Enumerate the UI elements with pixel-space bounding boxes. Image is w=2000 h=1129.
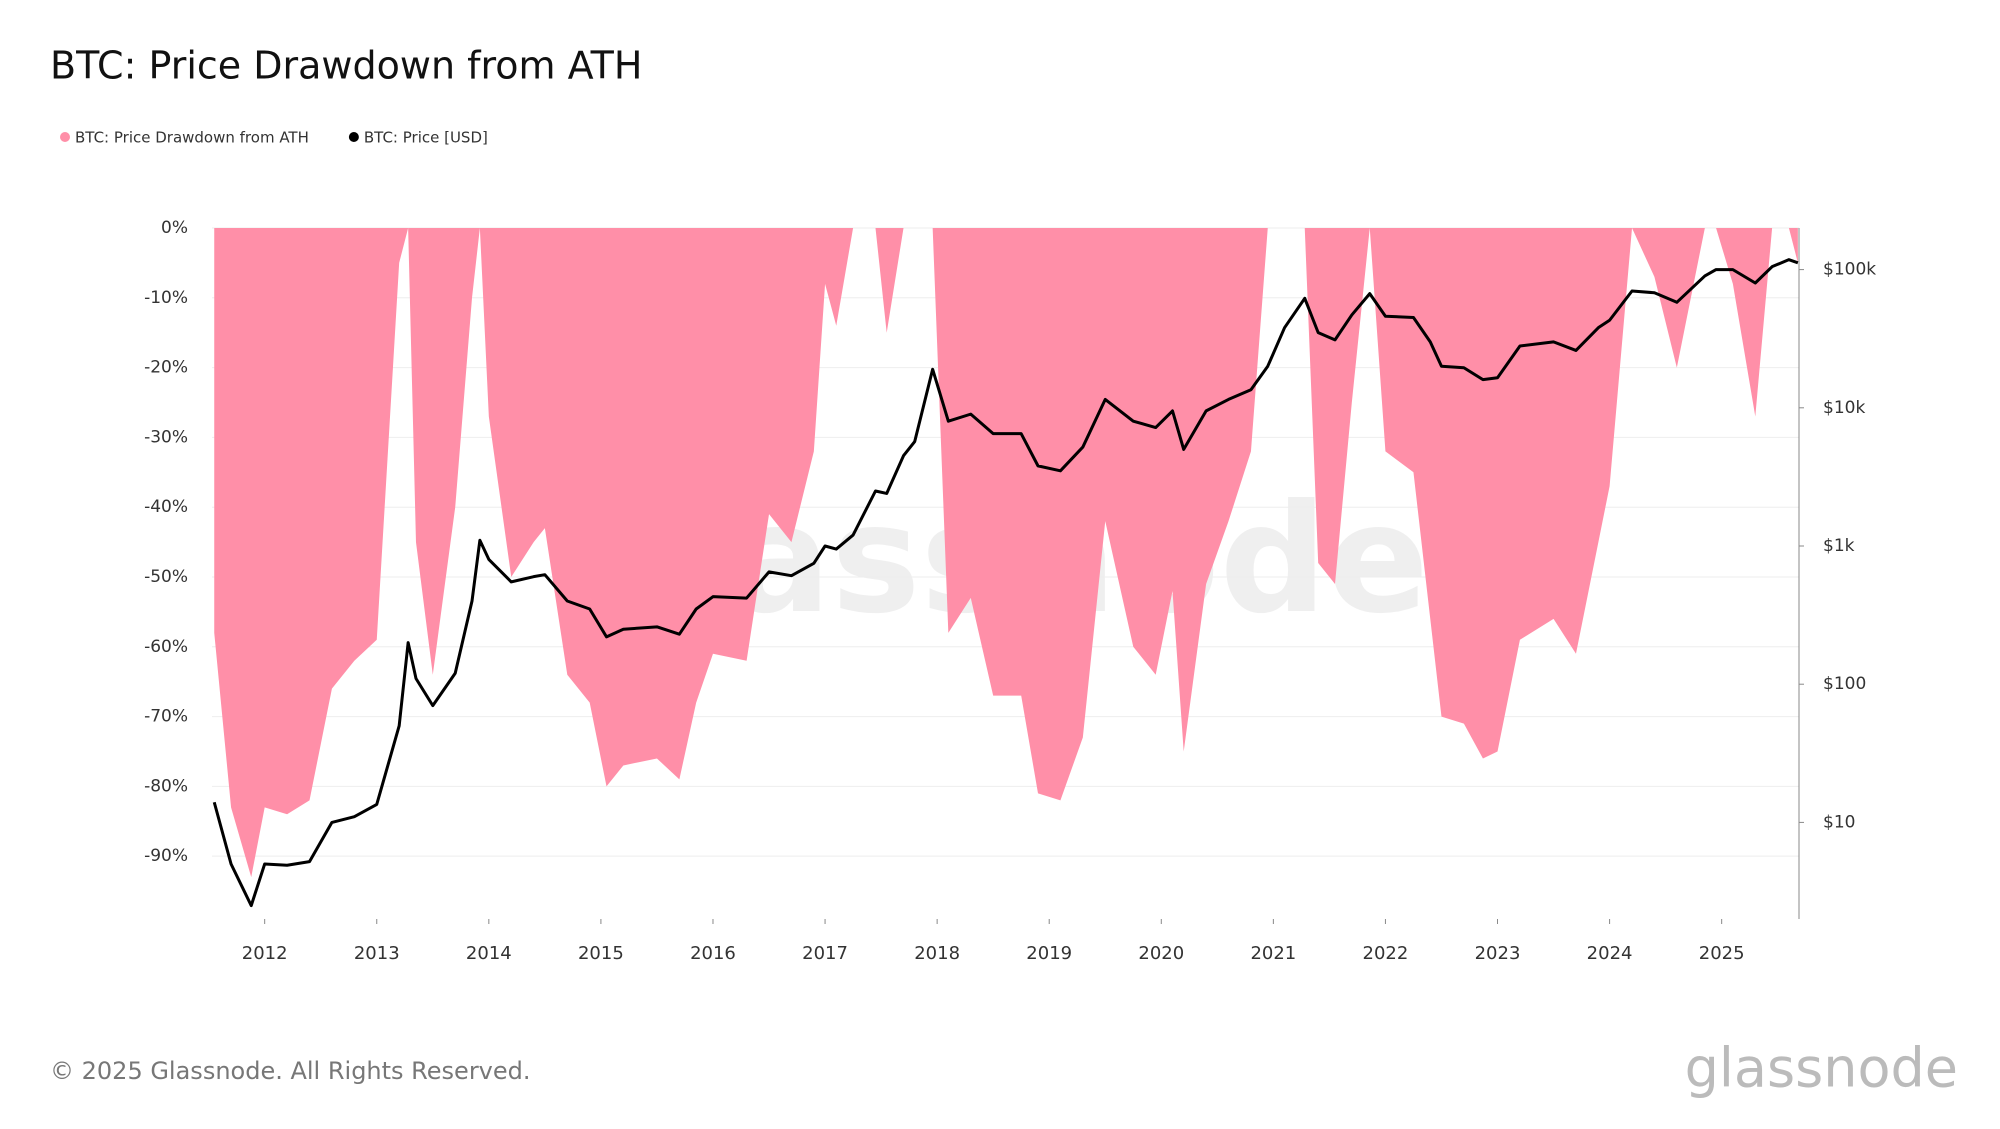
- x-tick-label: 2019: [1026, 943, 1072, 964]
- x-tick-label: 2018: [914, 943, 960, 964]
- x-tick-label: 2025: [1699, 943, 1745, 964]
- x-tick-label: 2012: [242, 943, 288, 964]
- y2-tick-label: $100k: [1823, 260, 1876, 280]
- y-tick-label: -90%: [144, 846, 188, 866]
- y-tick-label: -30%: [144, 427, 188, 447]
- y-tick-label: -50%: [144, 567, 188, 587]
- chart-title: BTC: Price Drawdown from ATH: [50, 44, 642, 88]
- y2-tick-label: $10k: [1823, 398, 1865, 418]
- x-tick-label: 2022: [1363, 943, 1409, 964]
- drawdown-area: [214, 228, 1798, 878]
- x-tick-label: 2014: [466, 943, 512, 964]
- x-tick-label: 2021: [1250, 943, 1296, 964]
- y-tick-label: -40%: [144, 497, 188, 517]
- legend-label: BTC: Price Drawdown from ATH: [75, 129, 309, 147]
- y-tick-label: -20%: [144, 358, 188, 378]
- y-tick-label: -70%: [144, 707, 188, 727]
- legend-marker: [60, 132, 70, 142]
- y-tick-label: -10%: [144, 288, 188, 308]
- legend-marker: [348, 132, 359, 142]
- y-tick-label: -60%: [144, 637, 188, 657]
- x-tick-label: 2023: [1475, 943, 1521, 964]
- y2-tick-label: $100: [1823, 674, 1866, 694]
- y2-tick-label: $1k: [1823, 536, 1855, 556]
- x-tick-label: 2017: [802, 943, 848, 964]
- x-tick-label: 2016: [690, 943, 736, 964]
- y2-tick-label: $10: [1823, 812, 1855, 832]
- x-tick-label: 2020: [1138, 943, 1184, 964]
- x-tick-label: 2024: [1587, 943, 1633, 964]
- footer: © 2025 Glassnode. All Rights Reserved.: [50, 1057, 531, 1085]
- logo: glassnode: [1685, 1037, 1958, 1100]
- price-line: [212, 258, 1799, 908]
- x-tick-label: 2015: [578, 943, 624, 964]
- y-tick-label: -80%: [144, 776, 188, 796]
- legend-label: BTC: Price [USD]: [364, 129, 488, 147]
- y-tick-label: 0%: [161, 218, 188, 238]
- x-tick-label: 2013: [354, 943, 400, 964]
